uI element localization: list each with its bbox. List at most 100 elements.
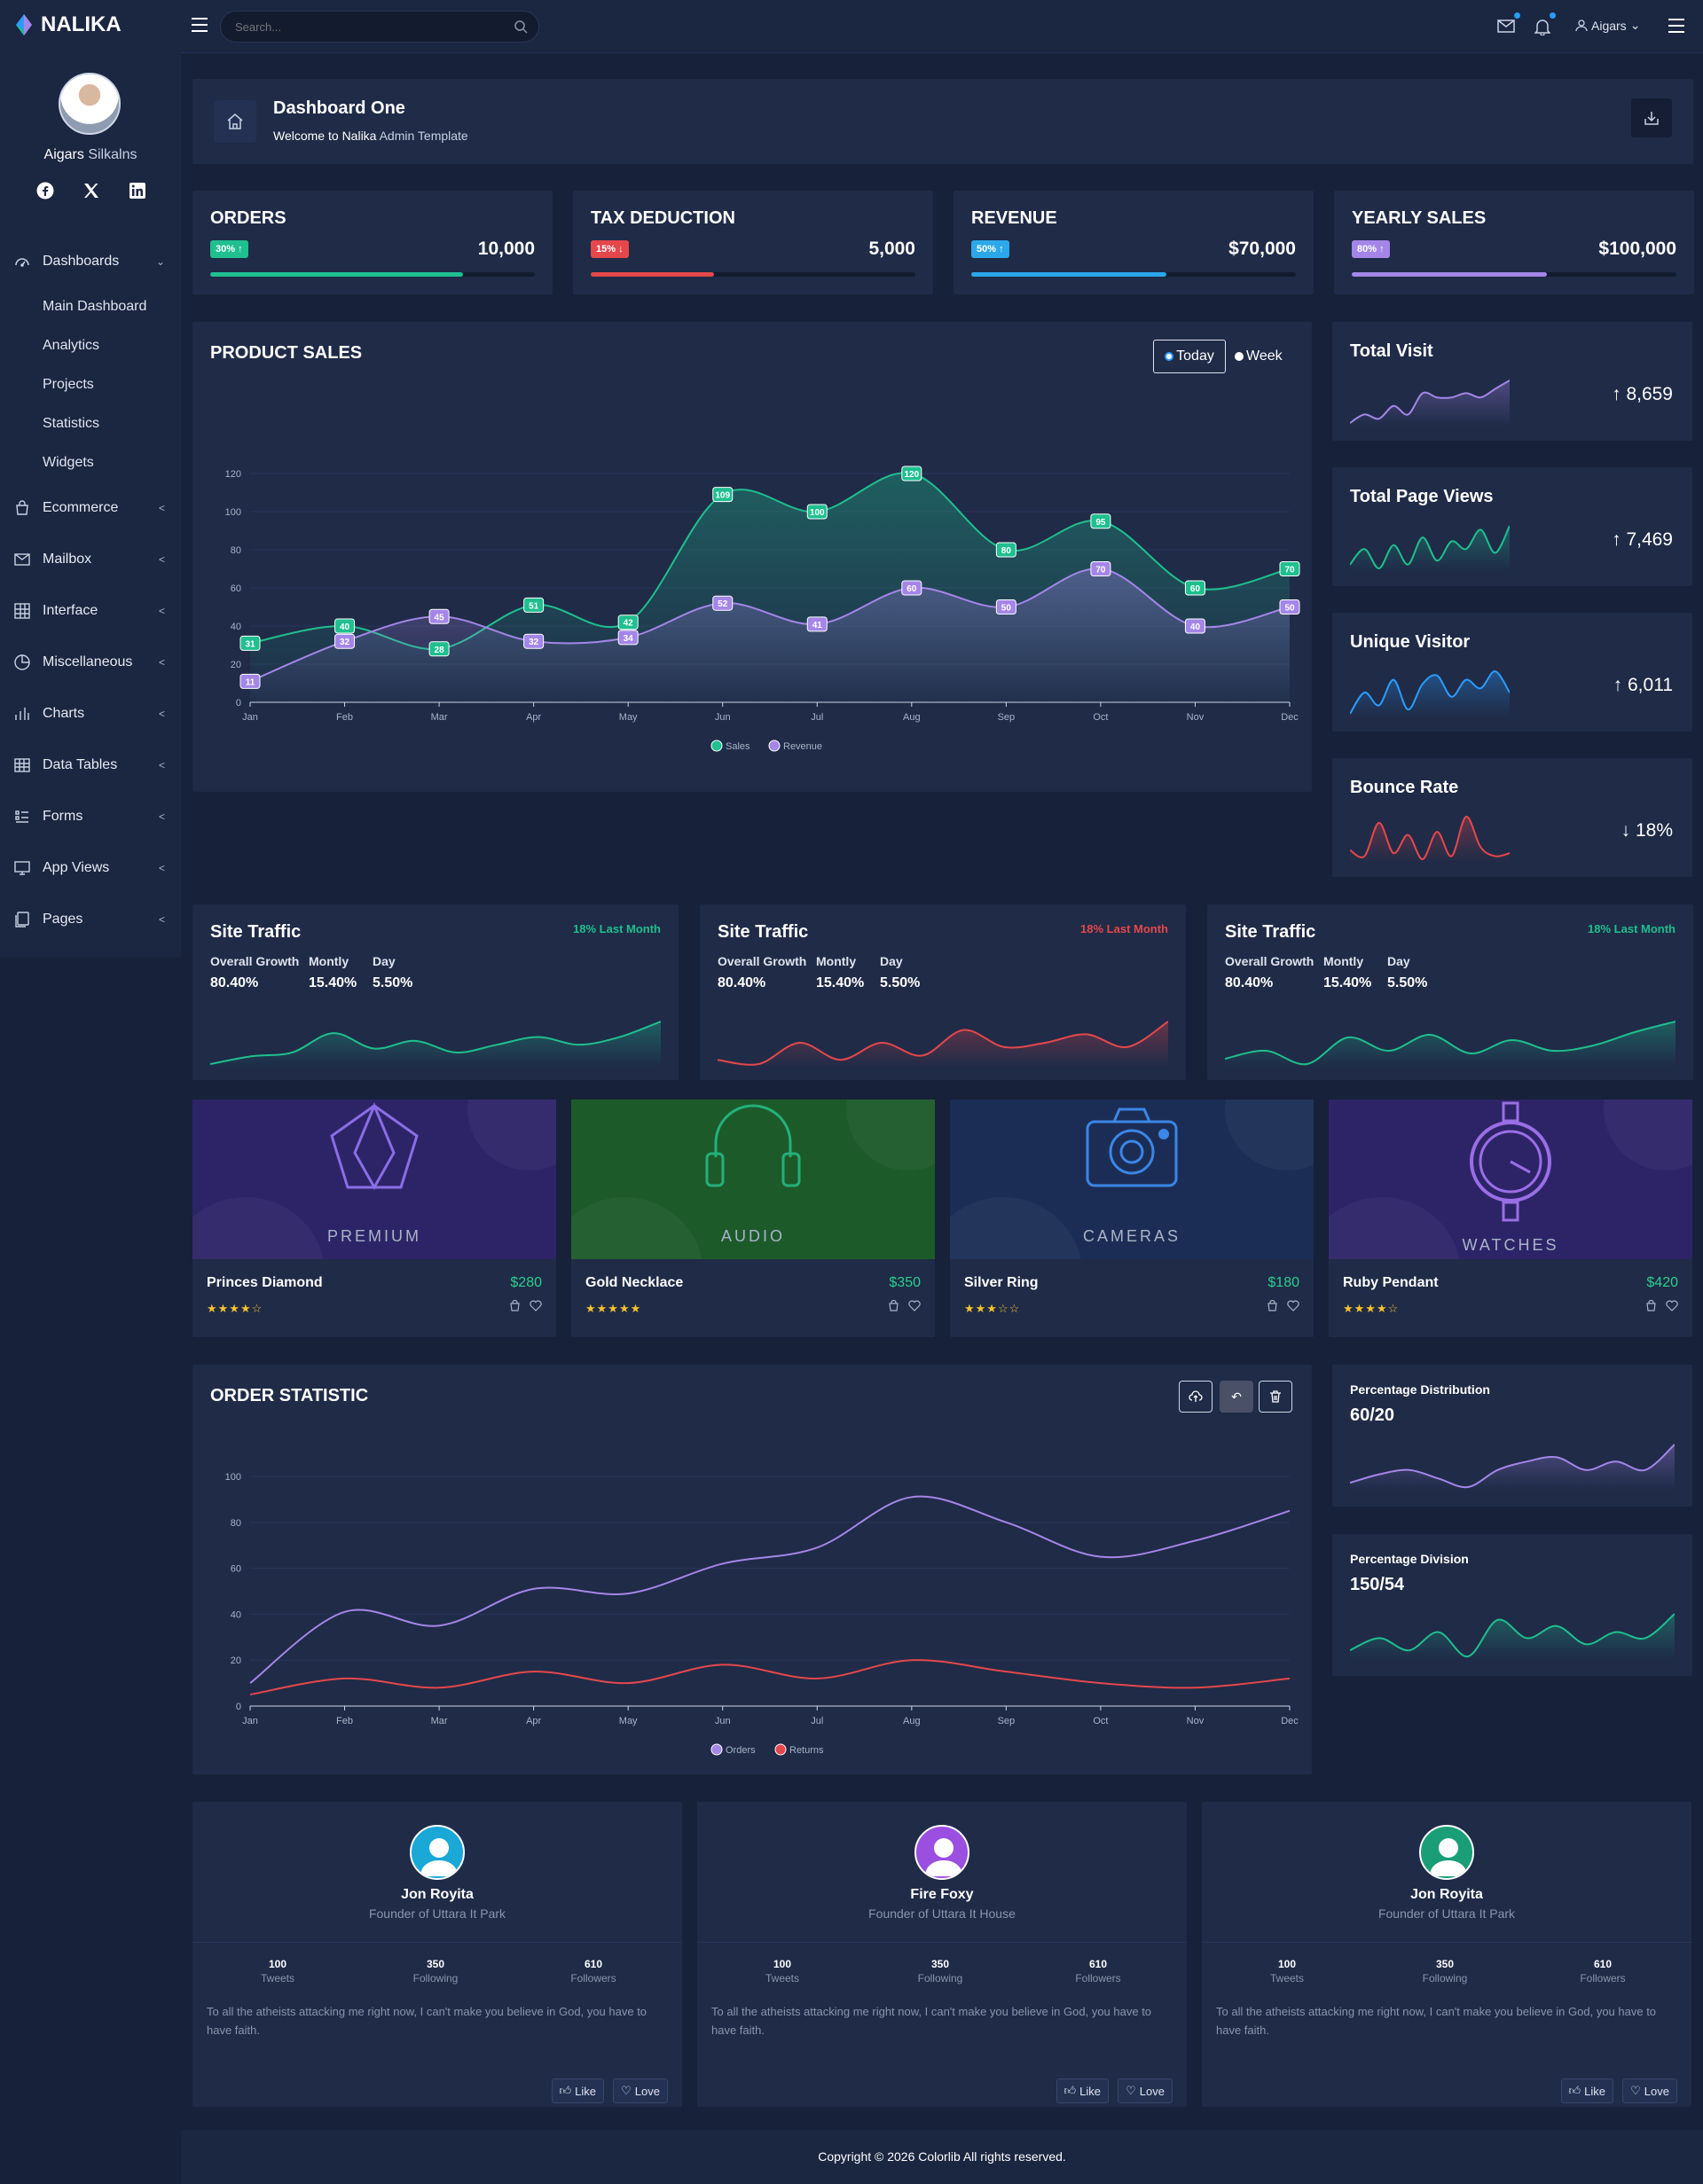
x-tick-label: Sep bbox=[998, 712, 1016, 723]
headphones-icon bbox=[705, 1104, 801, 1187]
sidebar-subitem[interactable]: Main Dashboard bbox=[0, 287, 181, 326]
sidebar-item-pages[interactable]: Pages < bbox=[0, 894, 181, 945]
love-button[interactable]: ♡ Love bbox=[1118, 2078, 1173, 2103]
svg-text:60: 60 bbox=[1190, 584, 1201, 594]
toggle-today[interactable]: Today bbox=[1153, 340, 1226, 373]
sidebar-subitem[interactable]: Widgets bbox=[0, 443, 181, 482]
avatar[interactable] bbox=[1419, 1825, 1474, 1880]
cloud-upload-icon bbox=[1189, 1390, 1203, 1402]
cart-icon[interactable] bbox=[888, 1299, 899, 1314]
stat-title: ORDERS bbox=[210, 208, 286, 228]
y-tick-label: 0 bbox=[236, 1702, 241, 1712]
x-twitter-icon[interactable] bbox=[82, 181, 101, 200]
y-tick-label: 40 bbox=[231, 622, 241, 632]
last-month-badge: 18% Last Month bbox=[1080, 922, 1168, 935]
heart-icon[interactable] bbox=[908, 1300, 921, 1314]
legend-item[interactable]: Revenue bbox=[768, 740, 822, 752]
product-card[interactable]: AUDIO Gold Necklace $350 ★★★★★ bbox=[571, 1100, 935, 1337]
download-button[interactable] bbox=[1631, 98, 1672, 137]
love-button[interactable]: ♡ Love bbox=[1622, 2078, 1677, 2103]
sidebar-item-forms[interactable]: Forms < bbox=[0, 791, 181, 842]
traffic-sparkline bbox=[210, 1021, 661, 1068]
svg-text:109: 109 bbox=[715, 491, 730, 501]
sidebar-item-dashboards[interactable]: Dashboards ⌄ bbox=[0, 236, 181, 287]
sparkline-chart bbox=[1350, 525, 1510, 572]
sidebar-item-miscellaneous[interactable]: Miscellaneous < bbox=[0, 637, 181, 688]
tweets-stat: 100 Tweets bbox=[224, 1958, 331, 1984]
legend-item[interactable]: Sales bbox=[710, 740, 750, 752]
like-button[interactable]: 👍︎ Like bbox=[551, 2078, 604, 2103]
reply-icon: ↶ bbox=[1231, 1389, 1242, 1404]
mini-stat-title: Total Page Views bbox=[1350, 487, 1494, 506]
product-card[interactable]: PREMIUM Princes Diamond $280 ★★★★☆ bbox=[192, 1100, 556, 1337]
svg-text:95: 95 bbox=[1095, 518, 1106, 528]
heart-icon[interactable] bbox=[1287, 1300, 1299, 1314]
sidebar-subitem[interactable]: Projects bbox=[0, 365, 181, 404]
sidebar-subitem[interactable]: Analytics bbox=[0, 326, 181, 365]
linkedin-icon[interactable] bbox=[128, 181, 147, 200]
sidebar-item-ecommerce[interactable]: Ecommerce < bbox=[0, 482, 181, 534]
sidebar-subitem[interactable]: Statistics bbox=[0, 404, 181, 443]
like-button[interactable]: 👍︎ Like bbox=[1560, 2078, 1613, 2103]
product-actions bbox=[1645, 1299, 1678, 1314]
avatar[interactable] bbox=[914, 1825, 969, 1880]
sidebar-item-label: Miscellaneous bbox=[43, 654, 133, 669]
arrow-icon: ↑ bbox=[238, 244, 243, 254]
product-banner-art: AUDIO bbox=[571, 1100, 935, 1259]
chevron-left-icon: < bbox=[158, 553, 165, 566]
site-traffic-card: Site Traffic 18% Last Month Overall Growth… bbox=[1207, 904, 1693, 1080]
heart-icon: ♡ bbox=[1630, 2084, 1641, 2097]
site-traffic-title: Site Traffic bbox=[718, 922, 809, 942]
cart-icon[interactable] bbox=[1645, 1299, 1657, 1314]
upload-button[interactable] bbox=[1179, 1381, 1213, 1413]
sparkline-line bbox=[1350, 525, 1510, 569]
stat-card: YEARLY SALES 80% ↑ $100,000 bbox=[1334, 191, 1694, 294]
hamburger-icon[interactable] bbox=[190, 16, 209, 38]
search-input[interactable] bbox=[235, 20, 501, 34]
bell-icon[interactable] bbox=[1534, 12, 1556, 40]
sidebar-item-app-views[interactable]: App Views < bbox=[0, 842, 181, 894]
sidebar-item-interface[interactable]: Interface < bbox=[0, 585, 181, 637]
site-traffic-card: Site Traffic 18% Last Month Overall Growth… bbox=[700, 904, 1186, 1080]
brand-logo[interactable]: NALIKA bbox=[14, 12, 122, 37]
legend-item[interactable]: Orders bbox=[710, 1743, 756, 1756]
avatar[interactable] bbox=[59, 73, 121, 135]
love-button[interactable]: ♡ Love bbox=[613, 2078, 668, 2103]
product-price: $280 bbox=[510, 1275, 542, 1290]
mail-icon[interactable] bbox=[1497, 12, 1520, 38]
heart-icon[interactable] bbox=[1666, 1300, 1678, 1314]
search-icon[interactable] bbox=[514, 20, 528, 36]
product-card[interactable]: WATCHES Ruby Pendant $420 ★★★★☆ bbox=[1329, 1100, 1692, 1337]
cart-icon[interactable] bbox=[509, 1299, 521, 1314]
day-label: Day bbox=[1387, 954, 1410, 968]
series-area bbox=[250, 568, 1290, 702]
product-banner-art: CAMERAS bbox=[950, 1100, 1314, 1259]
percentage-card: Percentage Division 150/54 bbox=[1332, 1534, 1692, 1676]
sidebar-item-mailbox[interactable]: Mailbox < bbox=[0, 534, 181, 585]
mini-stat-card: Bounce Rate ↓ 18% bbox=[1332, 758, 1692, 877]
menu-icon[interactable] bbox=[1668, 18, 1685, 38]
delete-button[interactable] bbox=[1259, 1381, 1292, 1413]
sparkline-chart bbox=[1350, 816, 1510, 863]
facebook-icon[interactable] bbox=[35, 181, 55, 200]
data-label: 40 bbox=[334, 618, 356, 634]
like-button[interactable]: 👍︎ Like bbox=[1056, 2078, 1109, 2103]
cart-icon[interactable] bbox=[1267, 1299, 1278, 1314]
heart-icon[interactable] bbox=[530, 1300, 542, 1314]
legend-item[interactable]: Returns bbox=[774, 1743, 824, 1756]
sidebar-item-data-tables[interactable]: Data Tables < bbox=[0, 740, 181, 791]
y-tick-label: 60 bbox=[231, 583, 241, 594]
reply-button[interactable]: ↶ bbox=[1220, 1381, 1253, 1413]
avatar[interactable] bbox=[410, 1825, 465, 1880]
user-menu[interactable]: Aigars ⌄ bbox=[1575, 18, 1640, 33]
sidebar-item-charts[interactable]: Charts < bbox=[0, 688, 181, 740]
percentage-sparkline bbox=[1350, 1613, 1675, 1660]
sidebar-subitem-label: Statistics bbox=[43, 416, 100, 431]
product-name: Silver Ring bbox=[964, 1275, 1039, 1290]
home-icon[interactable] bbox=[214, 100, 256, 143]
product-card[interactable]: CAMERAS Silver Ring $180 ★★★☆☆ bbox=[950, 1100, 1314, 1337]
day-value: 5.50% bbox=[373, 975, 413, 990]
following-label: Following bbox=[412, 1972, 459, 1984]
love-label: Love bbox=[634, 2084, 660, 2098]
toggle-week[interactable]: Week bbox=[1235, 340, 1283, 373]
